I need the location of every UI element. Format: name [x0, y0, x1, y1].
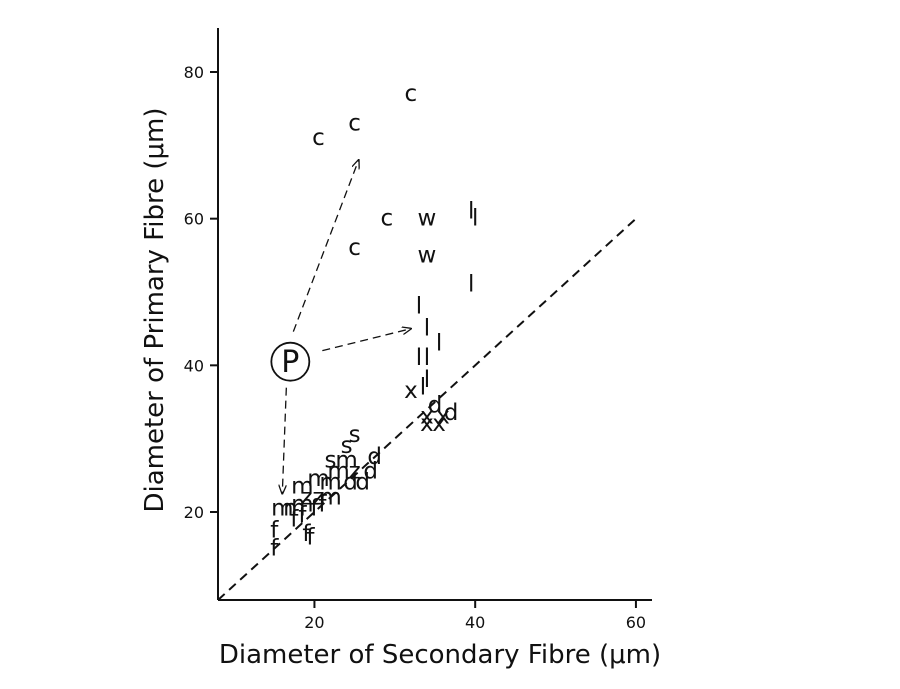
y-tick-label: 40 [184, 356, 204, 375]
data-point: x [420, 411, 434, 437]
annotation-arrow [292, 160, 358, 332]
tick-group: 20 40 60 20 40 60 80 [184, 63, 646, 632]
data-point: m [291, 473, 313, 499]
data-point: f [270, 536, 279, 562]
data-point: m [291, 492, 313, 518]
data-point: f [290, 506, 299, 532]
data-point: m [335, 448, 357, 474]
y-axis-title: Diameter of Primary Fibre (μm) [140, 107, 170, 512]
data-point: f [270, 517, 279, 543]
data-point: m [271, 495, 293, 521]
reference-line-group [217, 217, 637, 601]
data-point: s [341, 433, 353, 459]
data-point: l [416, 345, 422, 371]
data-point: w [418, 206, 437, 232]
data-point: c [405, 81, 418, 107]
data-point: x [432, 411, 446, 437]
x-tick-label: 20 [304, 613, 324, 632]
annotation-arrow [282, 387, 287, 494]
data-point: x [436, 404, 450, 430]
data-point: s [349, 422, 361, 448]
data-point: d [355, 470, 370, 496]
data-point: c [312, 125, 325, 151]
data-point: f [306, 525, 315, 551]
data-point: z [312, 484, 324, 510]
data-point: z [300, 484, 312, 510]
y-tick-label: 20 [184, 503, 204, 522]
data-point: d [363, 459, 378, 485]
x-tick-label: 40 [465, 613, 485, 632]
data-point: l [424, 367, 430, 393]
x-axis-title: Diameter of Secondary Fibre (μm) [219, 640, 661, 670]
data-point: l [420, 374, 426, 400]
data-point: m [319, 470, 341, 496]
data-point: l [468, 272, 474, 298]
data-point: l [468, 198, 474, 224]
data-point: l [472, 206, 478, 232]
data-point: f [302, 521, 311, 547]
data-point: s [325, 448, 337, 474]
data-point: c [380, 206, 393, 232]
data-point: m [319, 484, 341, 510]
x-tick-label: 60 [626, 613, 646, 632]
annotation-arrow [322, 329, 411, 352]
data-point: d [444, 400, 459, 426]
data-point: l [436, 330, 442, 356]
data-point: w [418, 242, 437, 268]
data-point: c [348, 235, 361, 261]
data-point: f [310, 495, 319, 521]
data-point: d [367, 444, 382, 470]
reference-line [217, 217, 637, 601]
data-point: l [424, 345, 430, 371]
y-tick-label: 60 [184, 210, 204, 229]
annotation-label: P [281, 345, 299, 380]
annotation-group: P [270, 160, 411, 494]
data-point: c [348, 110, 361, 136]
data-point: d [343, 470, 358, 496]
data-point: x [404, 378, 418, 404]
data-point: m [307, 466, 329, 492]
data-point: f [298, 503, 307, 529]
data-point: x [420, 404, 434, 430]
data-point: f [318, 492, 327, 518]
data-point: m [283, 495, 305, 521]
y-tick-label: 80 [184, 63, 204, 82]
data-point: m [327, 459, 349, 485]
data-point: z [349, 459, 361, 485]
data-point: d [428, 393, 443, 419]
data-point: l [424, 316, 430, 342]
annotation-circle [270, 341, 311, 382]
data-point: l [416, 294, 422, 320]
plot-frame [217, 28, 652, 601]
